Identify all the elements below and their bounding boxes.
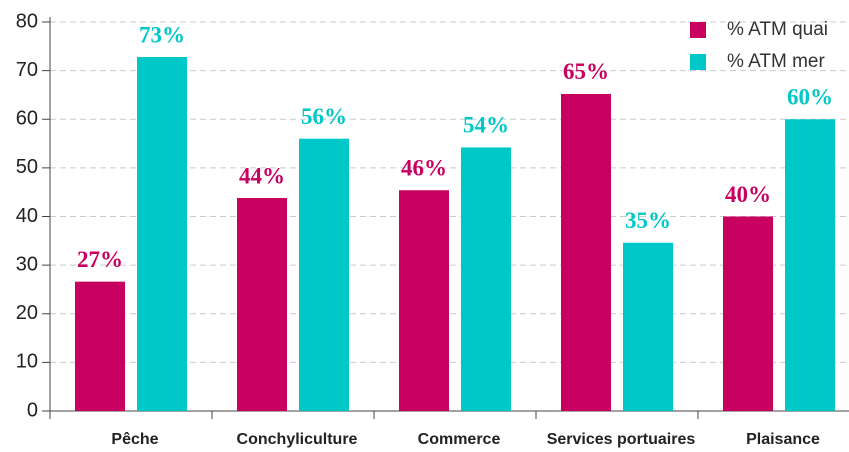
legend-label: % ATM mer xyxy=(727,51,825,72)
x-tick-label: Conchyliculture xyxy=(237,431,358,448)
value-label: 73% xyxy=(139,22,185,47)
value-label: 46% xyxy=(401,156,447,181)
y-tick-label: 40 xyxy=(16,205,38,227)
value-label: 56% xyxy=(301,104,347,129)
y-tick-label: 0 xyxy=(27,399,38,421)
bar xyxy=(623,242,673,411)
y-tick-label: 50 xyxy=(16,156,38,178)
y-tick-label: 10 xyxy=(16,351,38,373)
value-label: 54% xyxy=(463,113,509,138)
x-tick-label: Plaisance xyxy=(746,431,820,448)
y-tick-label: 60 xyxy=(16,108,38,130)
bar xyxy=(723,216,773,411)
value-label: 27% xyxy=(77,247,123,272)
bar xyxy=(137,57,187,411)
y-tick-label: 30 xyxy=(16,253,38,275)
legend-label: % ATM quai xyxy=(727,19,828,40)
value-label: 35% xyxy=(625,208,671,233)
y-tick-label: 20 xyxy=(16,302,38,324)
x-tick-label: Pêche xyxy=(111,431,158,448)
value-label: 40% xyxy=(725,182,771,207)
bar xyxy=(299,138,349,411)
x-tick-label: Services portuaires xyxy=(547,431,696,448)
bar xyxy=(237,198,287,411)
x-tick-label: Commerce xyxy=(418,431,501,448)
bar xyxy=(399,190,449,411)
y-tick-label: 80 xyxy=(16,10,38,32)
y-tick-label: 70 xyxy=(16,59,38,81)
value-label: 60% xyxy=(787,85,833,110)
legend-swatch xyxy=(690,22,706,38)
bar xyxy=(561,93,611,411)
value-label: 44% xyxy=(239,163,285,188)
bar xyxy=(75,281,125,411)
value-label: 65% xyxy=(563,59,609,84)
bar xyxy=(461,147,511,411)
legend-swatch xyxy=(690,54,706,70)
bar xyxy=(785,119,835,411)
